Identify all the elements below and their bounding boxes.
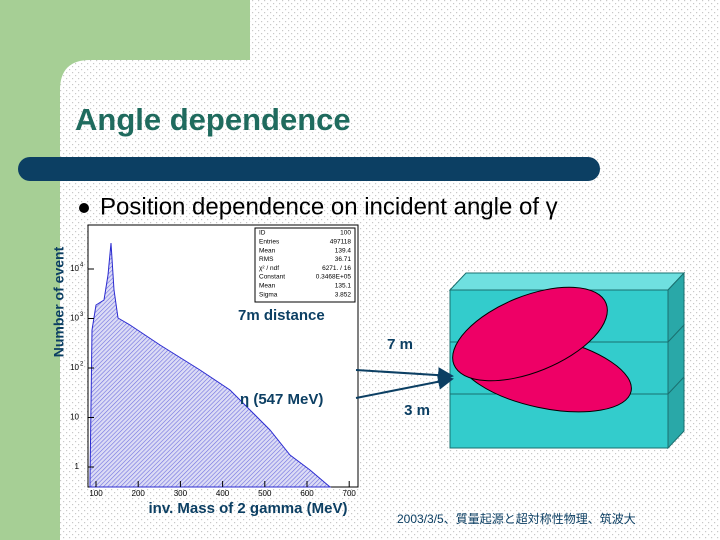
stat-key: ID — [259, 230, 266, 237]
arrow — [355, 367, 454, 384]
detector-diagram — [355, 271, 686, 450]
note-distance: 7m distance — [238, 307, 325, 324]
x-tick-label: 200 — [132, 489, 146, 498]
y-tick-exponent: 4 — [80, 263, 84, 269]
y-tick-exponent: 2 — [80, 362, 84, 368]
stat-value: 497118 — [330, 239, 352, 246]
hist-fill — [89, 242, 332, 488]
green-stripe — [0, 0, 60, 540]
stat-value: 6271. / 16 — [322, 265, 351, 272]
box-edge — [667, 376, 685, 395]
bullet-dot — [79, 203, 89, 213]
stat-value: 139.4 — [335, 247, 352, 254]
stats-frame — [254, 227, 356, 303]
stat-key: Constant — [259, 274, 285, 281]
x-tick-label: 500 — [258, 489, 272, 498]
green-corner — [60, 0, 250, 540]
stats-box: ID 100 Entries 497118 Mean 139.4 RMS 36.71 χ² / … — [254, 227, 356, 303]
label-size: 3 m — [404, 402, 430, 419]
stat-value: 36.71 — [335, 256, 352, 263]
stat-key: RMS — [259, 256, 274, 263]
stat-value: 100 — [340, 230, 351, 237]
title-bar — [18, 157, 600, 181]
y-tick-label: 10 — [70, 413, 79, 422]
arrow — [355, 373, 454, 399]
y-label: Number of event — [51, 246, 67, 357]
note-eta: η (547 MeV) — [240, 391, 323, 408]
x-tick-label: 600 — [300, 489, 314, 498]
box-side — [667, 271, 685, 450]
x-tick-label: 100 — [89, 489, 103, 498]
y-tick-exponent: 3 — [80, 312, 84, 318]
bullet-text: Position dependence on incident angle of… — [100, 193, 558, 220]
x-ticks: 100 200 300 400 500 600 700 — [89, 481, 356, 498]
stat-key: Entries — [259, 239, 280, 246]
stat-key: Mean — [259, 247, 276, 254]
title: Angle dependence — [75, 102, 351, 137]
x-label: inv. Mass of 2 gamma (MeV) — [149, 500, 348, 517]
y-tick-label: 10 — [70, 314, 79, 323]
stat-key: Mean — [259, 283, 276, 290]
ellipse-upper — [452, 286, 608, 382]
stat-value: 135.1 — [335, 283, 352, 290]
x-tick-label: 300 — [174, 489, 188, 498]
footer: 2003/3/5、質量起源と超対称性物理、筑波大 — [397, 511, 636, 526]
y-tick-label: 1 — [75, 462, 80, 471]
box-edge — [667, 324, 685, 343]
label-distance: 7 m — [387, 336, 413, 353]
x-tick-label: 400 — [216, 489, 230, 498]
stat-key: χ² / ndf — [259, 265, 279, 272]
x-tick-label: 700 — [343, 489, 357, 498]
stat-value: 0.3468E+05 — [316, 274, 352, 281]
stat-value: 3.852 — [335, 291, 352, 298]
y-tick-label: 10 — [70, 363, 79, 372]
stat-key: Sigma — [259, 291, 278, 298]
y-tick-label: 10 — [70, 264, 79, 273]
